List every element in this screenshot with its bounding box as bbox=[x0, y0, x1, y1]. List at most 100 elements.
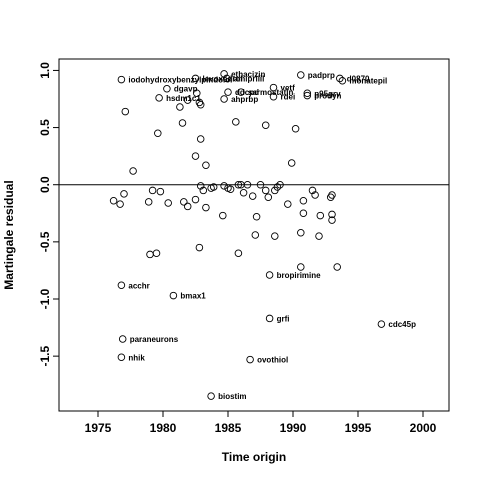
data-point bbox=[261, 186, 270, 195]
point-labels: iodohydroxybenzylpindolollevoxadrolethac… bbox=[128, 70, 416, 401]
data-point bbox=[234, 180, 243, 189]
data-point bbox=[284, 200, 292, 208]
data-point bbox=[264, 193, 273, 202]
data-point bbox=[191, 152, 200, 160]
data-point bbox=[336, 74, 344, 83]
data-point bbox=[269, 92, 278, 101]
point-label: hsdm1c1 bbox=[166, 94, 201, 103]
data-point bbox=[308, 186, 317, 195]
data-point bbox=[129, 167, 137, 175]
data-point bbox=[246, 355, 254, 364]
x-axis-title: Time origin bbox=[222, 450, 286, 464]
data-point bbox=[315, 232, 323, 240]
point-label: ethacizin bbox=[231, 70, 265, 79]
data-point bbox=[155, 94, 163, 102]
point-label: dgavp bbox=[174, 85, 198, 94]
data-point bbox=[328, 216, 336, 224]
y-tick-label: -0.5 bbox=[38, 231, 52, 252]
point-label: levoxadrol bbox=[203, 74, 243, 83]
data-point bbox=[273, 183, 282, 191]
data-point bbox=[156, 187, 165, 196]
data-point bbox=[299, 196, 308, 205]
data-point bbox=[144, 198, 153, 206]
data-point bbox=[117, 75, 126, 84]
data-point bbox=[118, 335, 127, 343]
data-point bbox=[196, 135, 205, 143]
data-point bbox=[297, 263, 305, 271]
data-point bbox=[269, 83, 278, 92]
data-point bbox=[191, 74, 200, 83]
point-label: bmax1 bbox=[180, 292, 206, 301]
data-point bbox=[117, 353, 126, 362]
data-point bbox=[271, 232, 279, 240]
y-tick-label: 0.5 bbox=[38, 119, 52, 136]
data-point bbox=[261, 121, 270, 130]
data-point bbox=[265, 271, 274, 279]
data-point bbox=[303, 91, 312, 100]
data-point bbox=[164, 199, 172, 207]
data-point bbox=[191, 195, 200, 204]
point-label: p95grv bbox=[314, 89, 341, 98]
data-point bbox=[239, 188, 248, 197]
data-point bbox=[196, 100, 205, 109]
point-label: acchr bbox=[128, 281, 149, 290]
data-point bbox=[338, 76, 347, 85]
data-points bbox=[109, 70, 386, 400]
point-label: iodohydroxybenzylpindolol bbox=[128, 76, 232, 85]
y-axis-title: Martingale residual bbox=[2, 180, 16, 289]
y-tick-label: 0.0 bbox=[38, 176, 52, 193]
data-point bbox=[146, 250, 154, 259]
point-label: bropirimine bbox=[277, 271, 322, 280]
data-point bbox=[202, 161, 210, 170]
point-label: padprp bbox=[308, 71, 335, 80]
data-point bbox=[180, 198, 188, 206]
data-point bbox=[163, 84, 171, 93]
data-point bbox=[196, 182, 205, 190]
data-point bbox=[377, 320, 386, 328]
data-point bbox=[303, 89, 312, 98]
data-point bbox=[176, 103, 184, 111]
data-point bbox=[237, 88, 245, 96]
point-label: monatepil bbox=[349, 77, 387, 86]
y-axis-ticks: -1.5 -1.0 -0.5 0.0 0.5 1.0 bbox=[38, 62, 59, 366]
data-point bbox=[209, 183, 218, 191]
data-point bbox=[220, 95, 228, 103]
data-point bbox=[251, 231, 260, 239]
y-tick-label: -1.0 bbox=[38, 288, 52, 309]
x-tick-label: 1980 bbox=[150, 421, 177, 435]
data-point bbox=[287, 159, 296, 167]
point-label: paraneurons bbox=[130, 335, 179, 344]
data-point bbox=[220, 182, 228, 190]
point-label: vetf bbox=[281, 84, 296, 93]
data-point bbox=[224, 88, 232, 96]
data-point bbox=[169, 291, 178, 300]
data-point bbox=[297, 71, 305, 79]
x-tick-label: 1985 bbox=[215, 421, 242, 435]
x-tick-label: 1995 bbox=[345, 421, 372, 435]
data-point bbox=[232, 118, 240, 126]
data-point bbox=[265, 314, 274, 323]
y-tick-label: 1.0 bbox=[38, 62, 52, 79]
data-point bbox=[220, 70, 228, 78]
data-point bbox=[248, 192, 257, 200]
data-point bbox=[195, 243, 204, 252]
point-label: prodyn bbox=[314, 92, 341, 101]
x-tick-label: 1975 bbox=[85, 421, 112, 435]
data-point bbox=[226, 185, 235, 194]
data-point bbox=[219, 211, 227, 220]
data-point bbox=[316, 211, 325, 220]
data-point bbox=[234, 249, 243, 258]
point-label: rdei bbox=[281, 93, 296, 102]
data-point bbox=[299, 209, 308, 218]
point-label: sarmostatin bbox=[248, 88, 293, 97]
data-point bbox=[121, 107, 130, 116]
point-label: amiprilil bbox=[234, 74, 265, 83]
point-label: ahprbp bbox=[231, 95, 258, 104]
data-point bbox=[291, 124, 300, 133]
data-point bbox=[328, 191, 336, 199]
data-point bbox=[222, 74, 231, 83]
x-axis-ticks: 1975 1980 1985 1990 1995 2000 bbox=[85, 411, 437, 435]
point-label: d0870 bbox=[347, 74, 370, 83]
data-point bbox=[256, 180, 265, 189]
